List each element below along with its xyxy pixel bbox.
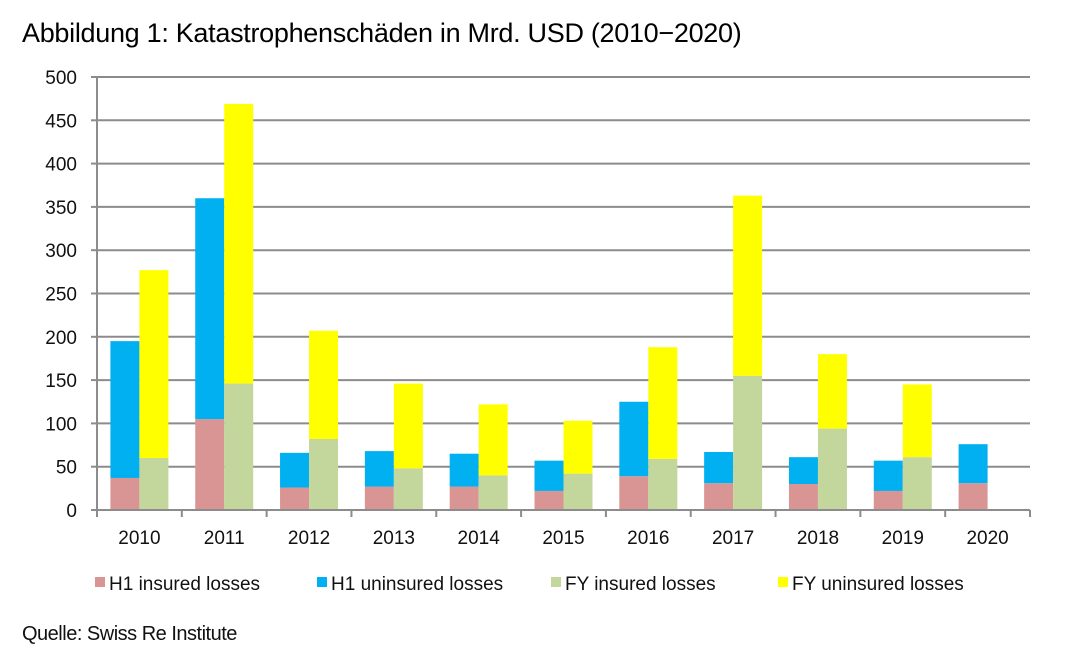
y-tick-label: 300 <box>45 241 77 262</box>
bar-h1-insured-losses-2016 <box>619 476 649 510</box>
bar-fy-uninsured-losses-2019 <box>902 384 932 458</box>
x-tick-label: 2014 <box>458 528 501 549</box>
bar-h1-uninsured-losses-2016 <box>619 401 649 477</box>
chart-title: Abbildung 1: Katastrophenschäden in Mrd.… <box>22 18 742 48</box>
bar-h1-uninsured-losses-2019 <box>873 460 903 491</box>
y-tick-label: 350 <box>45 198 77 219</box>
bar-fy-insured-losses-2011 <box>224 383 254 510</box>
y-tick-label: 50 <box>56 458 77 479</box>
y-tick-label: 100 <box>45 414 77 435</box>
legend-swatch <box>317 577 327 587</box>
bar-fy-insured-losses-2017 <box>733 375 763 510</box>
bar-h1-insured-losses-2014 <box>449 486 479 510</box>
bar-h1-uninsured-losses-2018 <box>788 457 818 485</box>
y-tick-label: 400 <box>45 155 77 176</box>
bars <box>110 103 988 510</box>
bar-fy-uninsured-losses-2011 <box>224 103 254 384</box>
legend-label: H1 uninsured losses <box>331 574 503 595</box>
x-tick-label: 2018 <box>797 528 839 549</box>
bar-h1-insured-losses-2020 <box>958 483 988 510</box>
x-tick-label: 2017 <box>712 528 754 549</box>
bar-h1-insured-losses-2012 <box>280 487 310 510</box>
legend-swatch <box>95 577 105 587</box>
bar-h1-uninsured-losses-2017 <box>704 451 734 484</box>
bar-h1-uninsured-losses-2014 <box>449 453 479 487</box>
bar-fy-uninsured-losses-2012 <box>309 330 339 439</box>
bar-h1-insured-losses-2019 <box>873 490 903 510</box>
bar-h1-uninsured-losses-2012 <box>280 452 310 488</box>
source-note: Quelle: Swiss Re Institute <box>22 623 237 645</box>
x-tick-label: 2016 <box>627 528 669 549</box>
bar-fy-uninsured-losses-2013 <box>393 383 423 469</box>
bar-fy-uninsured-losses-2015 <box>563 420 593 474</box>
x-tick-label: 2012 <box>288 528 330 549</box>
y-tick-label: 200 <box>45 328 77 349</box>
bar-fy-uninsured-losses-2017 <box>733 195 763 376</box>
bar-fy-uninsured-losses-2016 <box>648 347 678 459</box>
bar-fy-insured-losses-2019 <box>902 457 932 510</box>
bar-h1-uninsured-losses-2020 <box>958 444 988 484</box>
bar-fy-insured-losses-2018 <box>817 428 847 510</box>
bar-fy-insured-losses-2014 <box>478 475 508 510</box>
x-tick-labels: 2010 2011 2012 2013 2014 2015 2016 2017 2018 2019… <box>118 528 1008 549</box>
x-tick-label: 2020 <box>966 528 1008 549</box>
y-tick-label: 150 <box>45 371 77 392</box>
bar-h1-insured-losses-2015 <box>534 490 564 510</box>
y-tick-labels: 0 50 100 150 200 250 300 350 400 450 500 <box>45 68 77 522</box>
bar-fy-insured-losses-2016 <box>648 458 678 510</box>
bar-h1-insured-losses-2017 <box>704 483 734 510</box>
bar-fy-insured-losses-2013 <box>393 468 423 510</box>
y-tick-label: 450 <box>45 111 77 132</box>
y-tick-label: 0 <box>66 501 77 522</box>
x-tick-label: 2015 <box>542 528 584 549</box>
bar-h1-insured-losses-2010 <box>110 477 140 510</box>
bar-fy-insured-losses-2015 <box>563 473 593 510</box>
legend-label: H1 insured losses <box>109 574 260 595</box>
x-tick-label: 2019 <box>882 528 924 549</box>
x-tick-label: 2011 <box>204 528 245 549</box>
y-tick-label: 250 <box>45 285 77 306</box>
legend-swatch <box>551 577 561 587</box>
legend: H1 insured losses H1 uninsured losses FY i… <box>95 574 964 595</box>
legend-swatch <box>778 577 788 587</box>
bar-h1-uninsured-losses-2010 <box>110 341 140 478</box>
bar-fy-insured-losses-2010 <box>139 458 169 510</box>
bar-h1-insured-losses-2013 <box>364 486 394 510</box>
bar-fy-uninsured-losses-2018 <box>817 354 847 429</box>
bar-h1-uninsured-losses-2011 <box>195 198 225 420</box>
bar-h1-insured-losses-2018 <box>788 484 818 510</box>
legend-label: FY insured losses <box>565 574 716 595</box>
bar-fy-uninsured-losses-2010 <box>139 270 169 459</box>
bar-fy-insured-losses-2012 <box>309 438 339 510</box>
legend-label: FY uninsured losses <box>792 574 964 595</box>
bar-h1-uninsured-losses-2013 <box>364 451 394 487</box>
x-tick-label: 2010 <box>118 528 160 549</box>
bar-h1-insured-losses-2011 <box>195 419 225 510</box>
x-tick-label: 2013 <box>373 528 415 549</box>
bar-fy-uninsured-losses-2014 <box>478 404 508 476</box>
axes <box>91 76 1031 517</box>
bar-h1-uninsured-losses-2015 <box>534 460 564 491</box>
y-tick-label: 500 <box>45 68 77 89</box>
